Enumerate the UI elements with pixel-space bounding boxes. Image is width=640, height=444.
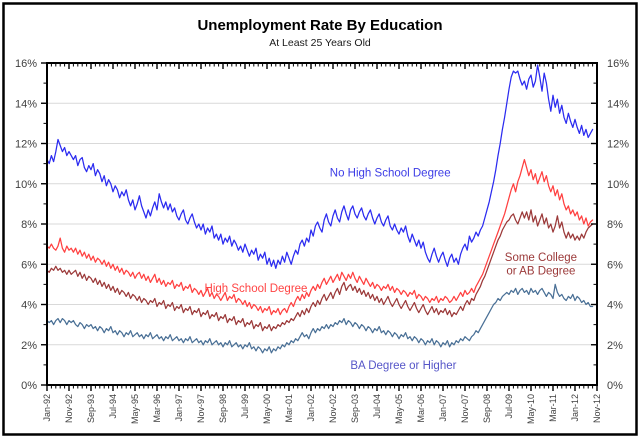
y-tick-label-left: 2% <box>21 340 37 352</box>
y-tick-label-right: 8% <box>607 219 623 231</box>
x-tick-label: Jul-99 <box>240 394 250 419</box>
x-tick-label: Nov-97 <box>196 394 206 423</box>
series-label-ba-degree-or-higher: BA Degree or Higher <box>350 360 456 372</box>
x-tick-label: Nov-02 <box>328 394 338 423</box>
x-tick-label: Mar-96 <box>152 394 162 423</box>
x-tick-label: May-10 <box>526 394 536 424</box>
series-line-high-school-degree <box>46 158 594 316</box>
y-tick-label-right: 6% <box>607 259 623 271</box>
x-tick-label: Jul-09 <box>504 394 514 419</box>
y-tick-label-right: 4% <box>607 300 623 312</box>
x-tick-label: Jan-12 <box>570 394 580 422</box>
y-tick-label-left: 4% <box>21 300 37 312</box>
series-line-no-high-school-degree <box>46 64 594 269</box>
x-tick-label: Jul-94 <box>108 394 118 419</box>
y-tick-label-right: 14% <box>607 98 629 110</box>
x-tick-label: Jan-07 <box>438 394 448 422</box>
y-tick-label-right: 2% <box>607 340 623 352</box>
x-tick-label: Nov-92 <box>64 394 74 423</box>
x-tick-label: Sep-03 <box>350 394 360 423</box>
y-tick-label-left: 8% <box>21 219 37 231</box>
x-tick-label: Jul-04 <box>372 394 382 419</box>
y-tick-label-left: 12% <box>15 139 37 151</box>
y-tick-label-left: 10% <box>15 179 37 191</box>
plot-area: Jan-92 Nov-92 Sep-93 Jul-94 May-95 Mar-96 Jan-… <box>15 58 629 424</box>
x-tick-label: Jan-97 <box>174 394 184 422</box>
series-label-high-school-degree: High School Degree <box>205 283 308 295</box>
y-tick-label-left: 6% <box>21 259 37 271</box>
x-tick-label: Mar-11 <box>548 394 558 422</box>
series-line-ba-degree-or-higher <box>46 283 594 354</box>
series-label-no-high-school-degree: No High School Degree <box>330 168 451 180</box>
series-label-some-college-or-ab-degree: Some College <box>505 252 577 264</box>
x-tick-label: Sep-08 <box>482 394 492 423</box>
chart-title: Unemployment Rate By Education <box>197 17 442 34</box>
x-tick-label: Mar-06 <box>416 394 426 423</box>
x-tick-label: Sep-98 <box>218 394 228 423</box>
y-tick-label-left: 16% <box>15 58 37 70</box>
x-tick-label: May-95 <box>130 394 140 424</box>
x-tick-label: May-05 <box>394 394 404 424</box>
y-tick-label-left: 0% <box>21 380 37 392</box>
y-tick-label-right: 10% <box>607 179 629 191</box>
outer-border <box>2 2 638 436</box>
x-tick-label: Sep-93 <box>86 394 96 423</box>
y-tick-label-right: 0% <box>607 380 623 392</box>
x-tick-label: Nov-12 <box>592 394 602 423</box>
y-tick-label-right: 12% <box>607 139 629 151</box>
series-label-some-college-or-ab-degree: or AB Degree <box>506 266 575 278</box>
x-tick-label: Mar-01 <box>284 394 294 423</box>
series-line-some-college-or-ab-degree <box>46 209 594 332</box>
x-tick-label: May-00 <box>262 394 272 424</box>
y-tick-label-left: 14% <box>15 98 37 110</box>
x-tick-label: Nov-07 <box>460 394 470 423</box>
x-tick-label: Jan-02 <box>306 394 316 422</box>
x-tick-label: Jan-92 <box>42 394 52 422</box>
chart-subtitle: At Least 25 Years Old <box>269 37 371 49</box>
y-tick-label-right: 16% <box>607 58 629 70</box>
